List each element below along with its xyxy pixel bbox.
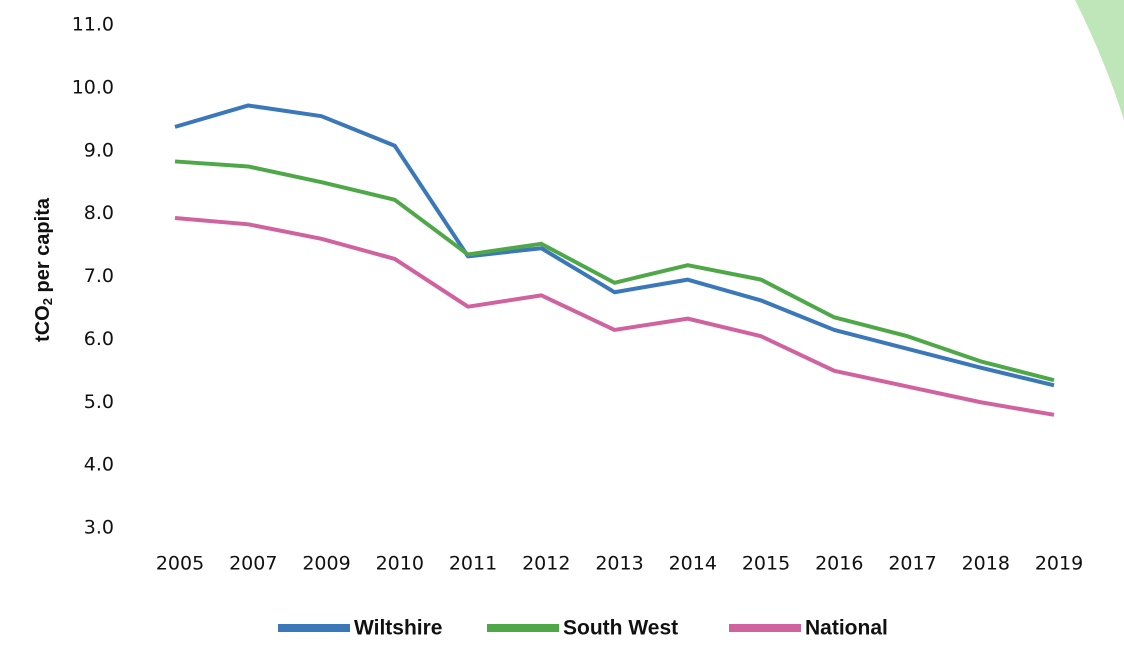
x-tick-label: 2018 (962, 553, 1010, 575)
y-tick-label: 8.0 (84, 202, 114, 224)
series-line (174, 216, 1055, 417)
x-tick-label: 2019 (1035, 553, 1083, 575)
x-tick-label: 2012 (522, 553, 570, 575)
y-tick-label: 3.0 (84, 517, 114, 539)
legend-label: South West (563, 617, 678, 640)
y-tick-label: 9.0 (84, 139, 114, 161)
x-tick-label: 2010 (376, 553, 424, 575)
y-tick-label: 5.0 (84, 391, 114, 413)
series-line (174, 159, 1055, 383)
legend-label: National (805, 617, 888, 640)
x-tick-label: 2009 (302, 553, 350, 575)
series-line (174, 103, 1055, 388)
y-tick-label: 10.0 (72, 76, 114, 98)
legend-label: Wiltshire (354, 617, 443, 640)
legend-swatch (278, 624, 350, 632)
x-tick-label: 2015 (742, 553, 790, 575)
y-label-main: tCO (32, 305, 54, 342)
y-tick-label: 11.0 (72, 14, 114, 36)
x-tick-label: 2005 (156, 553, 204, 575)
x-tick-label: 2014 (669, 553, 717, 575)
legend-swatch (487, 624, 559, 632)
decoration (1075, 0, 1124, 120)
x-tick-label: 2011 (449, 553, 497, 575)
y-tick-label: 4.0 (84, 454, 114, 476)
y-label-sub: 2 (40, 298, 55, 305)
y-axis-label: tCO2 per capita (32, 197, 55, 342)
x-tick-label: 2017 (888, 553, 936, 575)
y-tick-label: 6.0 (84, 328, 114, 350)
y-tick-label: 7.0 (84, 265, 114, 287)
y-label-rest: per capita (32, 197, 54, 298)
legend-swatch (729, 624, 801, 632)
x-tick-label: 2013 (595, 553, 643, 575)
x-tick-label: 2007 (229, 553, 277, 575)
x-tick-label: 2016 (815, 553, 863, 575)
